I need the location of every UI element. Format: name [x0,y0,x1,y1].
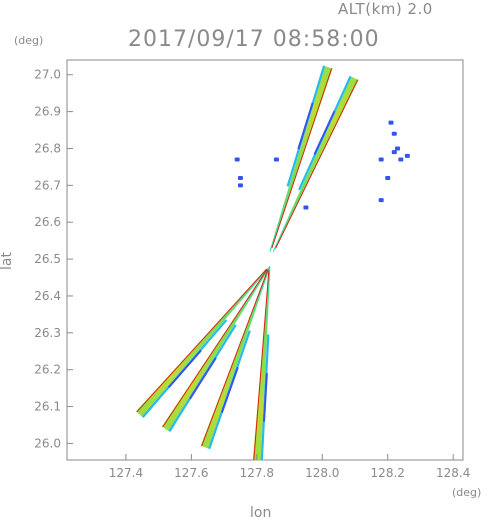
echo-point [398,157,404,162]
altitude-label: ALT(km) 2.0 [338,0,433,18]
x-tick-label: 128.4 [436,466,470,480]
echo-point [234,157,240,162]
beam-edge-warm [253,270,270,460]
echo-point [237,175,243,180]
echo-point [404,153,410,158]
beam-edge-weak [297,102,314,150]
y-tick-label: 27.0 [34,68,61,82]
echo-point [391,131,397,136]
y-tick-label: 26.4 [34,289,61,303]
x-tick-label: 128.0 [305,466,339,480]
y-tick-label: 26.1 [34,400,61,414]
radar-beam [200,266,271,450]
echo-point [395,146,401,151]
beam-echo-band [136,266,271,417]
x-axis-label: lon [250,505,272,521]
echo-point [303,205,309,210]
echo-point [378,198,384,203]
y-axis-ticks: 26.0 26.1 26.2 26.3 26.4 26.5 26.6 26.7 26.8 26.9… [34,68,73,450]
y-tick-label: 26.0 [34,436,61,450]
echo-point [378,157,384,162]
x-tick-label: 128.2 [371,466,405,480]
plot-frame [66,59,464,461]
x-tick-label: 127.8 [240,466,274,480]
beam-echo-band [272,76,359,252]
beam-echo-band [161,266,271,431]
beam-edge-warm [275,79,359,249]
beam-edge-weak [313,110,336,156]
beam-edge-weak [220,366,239,413]
y-tick-label: 26.2 [34,363,61,377]
y-tick-label: 26.3 [34,326,61,340]
y-tick-label: 26.9 [34,105,61,119]
y-axis-unit: (deg) [14,34,44,47]
x-tick-label: 127.6 [174,466,208,480]
beam-edge-warm [136,268,268,413]
radar-beam [272,75,359,252]
echo-point [237,183,243,188]
y-tick-label: 26.6 [34,215,61,229]
beam-edge-weak [167,349,202,389]
beam-edge-warm [201,269,269,447]
echo-points [234,120,410,210]
radar-beams [136,65,359,461]
echo-point [391,150,397,155]
beam-edge-weak [189,357,217,400]
echo-point [273,157,279,162]
beam-edge-warm [271,68,333,249]
y-tick-label: 26.7 [34,178,61,192]
radar-beam [252,266,271,461]
echo-point [388,120,394,125]
chart-title-timestamp: 2017/09/17 08:58:00 [128,27,380,52]
x-axis-ticks: 127.4 127.6 127.8 128.0 128.2 128.4 [109,454,470,480]
radar-beam [269,65,333,252]
radar-beam [136,266,271,418]
y-tick-label: 26.8 [34,141,61,155]
radar-beam [161,266,271,432]
x-axis-unit: (deg) [452,486,482,499]
beam-edge-weak [263,373,268,422]
echo-point [385,175,391,180]
y-tick-label: 26.5 [34,252,61,266]
x-tick-label: 127.4 [109,466,143,480]
beam-edge-warm [162,269,268,428]
